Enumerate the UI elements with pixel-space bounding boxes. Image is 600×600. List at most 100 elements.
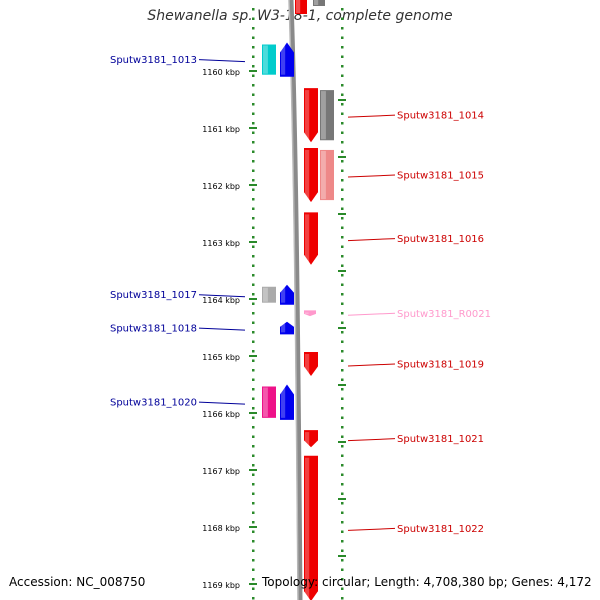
gene-arrow-cropped [295, 0, 307, 14]
ruler-dot [341, 492, 344, 495]
ruler-dot [341, 597, 344, 600]
ruler-dot [252, 150, 255, 153]
homolog-block [320, 90, 334, 141]
ruler-dot [341, 84, 344, 87]
gene-leader-line [347, 363, 396, 367]
gene-arrow [280, 42, 294, 77]
ruler-dot [252, 198, 255, 201]
ruler-dot [252, 416, 255, 419]
ruler-dot [252, 103, 255, 106]
ruler-dot [252, 264, 255, 267]
ruler-dot [252, 8, 255, 11]
ruler-dot [252, 46, 255, 49]
ruler-dot [341, 188, 344, 191]
homolog-block-shine [321, 150, 326, 200]
ruler-dot [252, 226, 255, 229]
ruler-dot [341, 36, 344, 39]
gene-label: Sputw3181_1014 [397, 111, 484, 122]
gene-arrow [280, 284, 294, 305]
ruler-dot [252, 521, 255, 524]
ruler-dot [252, 340, 255, 343]
homolog-block [320, 149, 334, 201]
ruler-dot [341, 74, 344, 77]
gene-label: Sputw3181_1019 [397, 359, 484, 370]
ruler-dot [252, 350, 255, 353]
gene-leader-line [347, 114, 396, 118]
ruler-dot [341, 179, 344, 182]
gene-leader-line [347, 174, 396, 178]
ruler-dot [341, 198, 344, 201]
ruler-dot [252, 236, 255, 239]
ruler-dot [252, 369, 255, 372]
ruler-dot [252, 559, 255, 562]
ruler-dot [341, 8, 344, 11]
ruler-dot [341, 578, 344, 581]
homolog-block-shine [263, 287, 268, 302]
genome-title: Shewanella sp. W3-18-1, complete genome [147, 8, 453, 24]
ruler-dot [252, 169, 255, 172]
ruler-dot [252, 549, 255, 552]
gene-arrow [304, 310, 316, 317]
ruler-dot [341, 540, 344, 543]
ruler-dot [341, 530, 344, 533]
ruler-dot [341, 236, 344, 239]
ruler-dot [341, 27, 344, 30]
ruler-dot [341, 426, 344, 429]
ruler-tick-label: 1163 kbp [202, 239, 240, 248]
gene-label: Sputw3181_1015 [397, 171, 484, 182]
gene-leader-line [347, 238, 396, 242]
genes-group [262, 0, 334, 600]
ruler-dot [252, 27, 255, 30]
ruler-dot [252, 578, 255, 581]
ruler-tick-label: 1160 kbp [202, 68, 240, 77]
ruler-dot [252, 331, 255, 334]
homolog-block-shine [263, 387, 268, 417]
gene-arrow [280, 384, 294, 420]
ruler-dot [252, 312, 255, 315]
ruler-dot [252, 597, 255, 600]
ruler-dot [341, 388, 344, 391]
gene-arrow [304, 212, 318, 265]
gene-label: Sputw3181_1013 [110, 55, 197, 66]
gene-arrow-shine [281, 323, 286, 333]
ruler-dot [252, 283, 255, 286]
ruler-dot [341, 483, 344, 486]
ruler-dot [341, 264, 344, 267]
ruler-dot [341, 112, 344, 115]
ruler-dot [341, 331, 344, 334]
ruler-dot [341, 502, 344, 505]
ruler-dot [252, 530, 255, 533]
ruler-tick-label: 1164 kbp [202, 296, 240, 305]
homolog-block-cropped [313, 0, 325, 6]
ruler-dot [341, 312, 344, 315]
ruler-dot [341, 122, 344, 125]
ruler-dot [341, 302, 344, 305]
ruler-tick-label: 1165 kbp [202, 353, 240, 362]
ruler-tick-label: 1168 kbp [202, 524, 240, 533]
ruler-dot [252, 511, 255, 514]
homolog-block [262, 44, 276, 75]
ruler-dot [252, 426, 255, 429]
gene-arrow-cropped-shine [296, 0, 301, 13]
ruler-dot [341, 568, 344, 571]
gene-label: Sputw3181_1020 [110, 398, 197, 409]
gene-arrow-shine [305, 214, 310, 263]
ruler-dot [341, 587, 344, 590]
gene-arrow [304, 352, 318, 376]
ruler-dot [252, 397, 255, 400]
gene-leader-line [347, 527, 396, 531]
ruler-dot [252, 93, 255, 96]
ruler-dot [341, 255, 344, 258]
ruler-dot [252, 464, 255, 467]
accession-text: Accession: NC_008750 [9, 575, 146, 589]
ruler-dot [252, 188, 255, 191]
ruler-dot [341, 207, 344, 210]
ruler-dot [341, 359, 344, 362]
ruler-dot [252, 274, 255, 277]
gene-leader-line [198, 327, 246, 331]
ruler-dot [252, 36, 255, 39]
ruler-dot [341, 416, 344, 419]
gene-leader-line [198, 401, 246, 405]
ruler-dot [341, 293, 344, 296]
ruler-dot [341, 150, 344, 153]
